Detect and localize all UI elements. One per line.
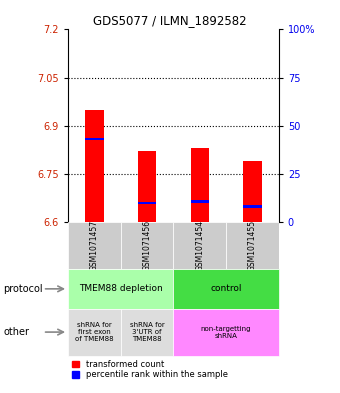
Bar: [226, 222, 279, 269]
Bar: [243, 161, 262, 222]
Bar: [173, 309, 279, 356]
Text: control: control: [210, 285, 242, 293]
Bar: [190, 200, 209, 203]
Bar: [68, 309, 121, 356]
Bar: [68, 269, 173, 309]
Bar: [138, 151, 156, 222]
Bar: [121, 222, 173, 269]
Bar: [68, 222, 121, 269]
Legend: transformed count, percentile rank within the sample: transformed count, percentile rank withi…: [72, 360, 227, 380]
Bar: [190, 148, 209, 222]
Bar: [85, 110, 104, 222]
Bar: [173, 222, 226, 269]
Text: shRNA for
first exon
of TMEM88: shRNA for first exon of TMEM88: [75, 322, 114, 342]
Text: non-targetting
shRNA: non-targetting shRNA: [201, 325, 251, 339]
Bar: [85, 138, 104, 140]
Text: protocol: protocol: [3, 284, 43, 294]
Text: GSM1071457: GSM1071457: [90, 220, 99, 271]
Text: GSM1071456: GSM1071456: [142, 220, 152, 271]
Text: GSM1071454: GSM1071454: [195, 220, 204, 271]
Text: shRNA for
3'UTR of
TMEM88: shRNA for 3'UTR of TMEM88: [130, 322, 165, 342]
Bar: [173, 269, 279, 309]
Text: GDS5077 / ILMN_1892582: GDS5077 / ILMN_1892582: [93, 14, 247, 27]
Bar: [138, 202, 156, 204]
Bar: [243, 205, 262, 208]
Text: other: other: [3, 327, 29, 337]
Text: GSM1071455: GSM1071455: [248, 220, 257, 271]
Text: TMEM88 depletion: TMEM88 depletion: [79, 285, 163, 293]
Bar: [121, 309, 173, 356]
